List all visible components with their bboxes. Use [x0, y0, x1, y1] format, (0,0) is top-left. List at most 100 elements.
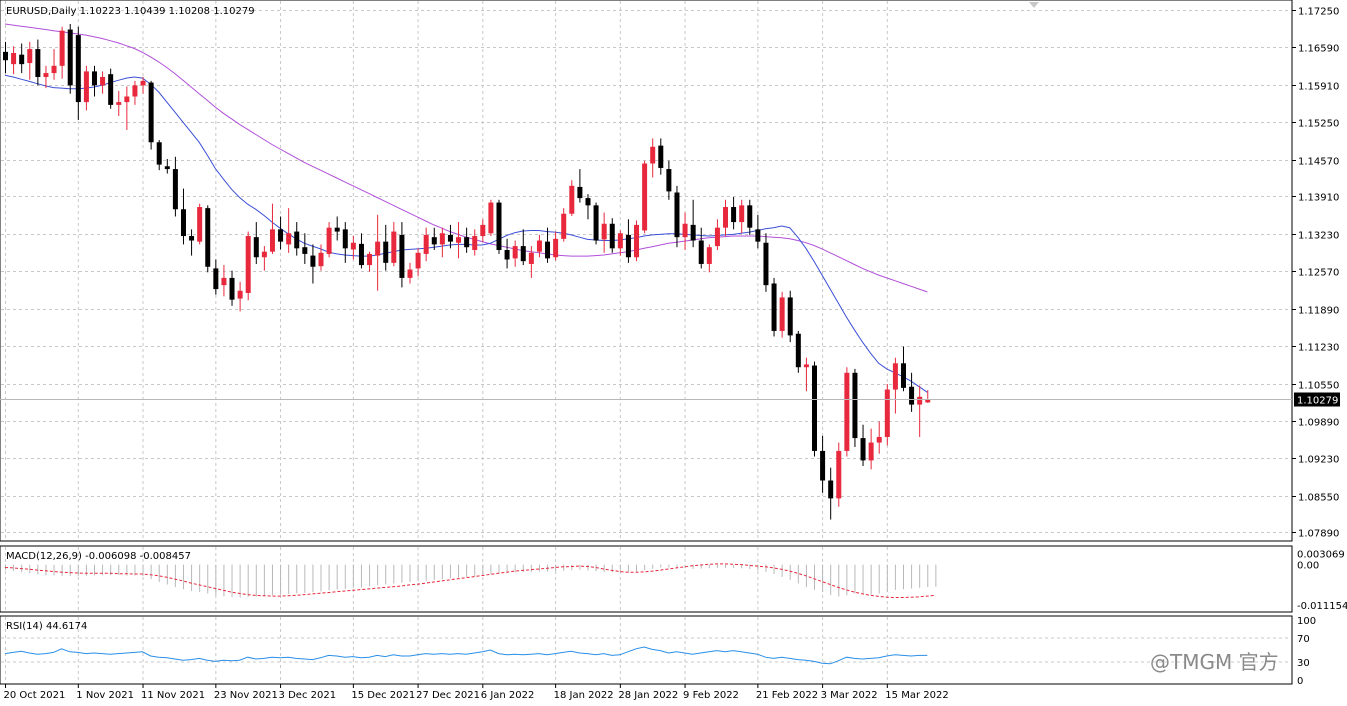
candle-body: [375, 241, 381, 256]
candle-body: [43, 73, 49, 77]
candle-body: [51, 65, 57, 74]
candle-body: [358, 243, 364, 266]
candle-body: [456, 237, 462, 243]
candle-body: [617, 233, 623, 249]
candle-body: [755, 229, 761, 242]
candle-body: [836, 450, 842, 499]
candle-body: [35, 49, 41, 77]
shift-marker-icon[interactable]: [1029, 2, 1039, 8]
x-tick-label: 20 Oct 2021: [4, 690, 66, 701]
candle-body: [545, 241, 551, 259]
candle-body: [561, 213, 567, 239]
candles: [3, 23, 931, 520]
candle-body: [278, 229, 284, 242]
candle-body: [795, 333, 801, 368]
candle-body: [3, 51, 8, 61]
watermark: @TMGM 官方: [1150, 650, 1279, 674]
price-tick-label: 1.12570: [1298, 268, 1339, 279]
x-tick-label: 11 Nov 2021: [141, 690, 205, 701]
price-tick-label: 1.14570: [1298, 157, 1339, 168]
x-tick-label: 6 Jan 2022: [481, 690, 535, 701]
price-tick-label: 1.16590: [1298, 44, 1339, 55]
candle-body: [124, 96, 130, 103]
price-tick-label: 1.09890: [1298, 418, 1339, 429]
candle-body: [698, 240, 704, 264]
x-tick-label: 18 Jan 2022: [554, 690, 614, 701]
x-tick-label: 3 Mar 2022: [821, 690, 878, 701]
candle-body: [342, 229, 348, 249]
candle-body: [172, 169, 178, 210]
candle-body: [67, 29, 73, 86]
candle-body: [593, 205, 599, 241]
candle-body: [642, 163, 648, 231]
candle-body: [91, 71, 97, 86]
macd-tick-label: 0.00: [1297, 561, 1319, 572]
candle-body: [189, 236, 195, 241]
candle-body: [812, 365, 817, 451]
candle-body: [666, 169, 672, 192]
chart-title: EURUSD,Daily 1.10223 1.10439 1.10208 1.1…: [6, 6, 255, 17]
candle-body: [536, 240, 542, 252]
candle-body: [383, 241, 389, 263]
candle-body: [19, 54, 25, 65]
candle-body: [237, 290, 243, 299]
candle-body: [221, 277, 227, 286]
candle-body: [884, 389, 890, 437]
candle-body: [569, 185, 575, 214]
candle-body: [116, 102, 122, 105]
candle-body: [350, 242, 356, 250]
candle-body: [334, 227, 340, 232]
candle-body: [180, 209, 186, 237]
candle-body: [407, 269, 413, 278]
candle-body: [286, 233, 292, 245]
price-tick-label: 1.08550: [1298, 493, 1339, 504]
candle-body: [844, 372, 850, 451]
candle-body: [261, 251, 267, 258]
candle-body: [11, 52, 17, 65]
last-price-label: 1.10279: [1297, 396, 1338, 407]
price-tick-label: 1.09230: [1298, 455, 1339, 466]
candle-body: [480, 224, 486, 237]
candle-body: [423, 234, 429, 254]
candle-body: [431, 237, 437, 245]
candle-body: [714, 227, 720, 247]
candle-body: [723, 207, 729, 228]
candle-body: [496, 202, 502, 250]
candle-body: [601, 223, 607, 240]
x-tick-label: 1 Nov 2021: [76, 690, 134, 701]
candle-body: [447, 234, 453, 242]
candle-body: [585, 198, 591, 206]
rsi-tick-label: 70: [1297, 634, 1310, 645]
x-tick-label: 9 Feb 2022: [683, 690, 739, 701]
candle-body: [367, 253, 373, 266]
rsi-panel[interactable]: [0, 615, 1293, 685]
candle-body: [504, 250, 510, 260]
candle-body: [269, 229, 275, 252]
candle-body: [294, 231, 300, 249]
candle-body: [302, 247, 308, 254]
candle-body: [439, 233, 445, 245]
candle-body: [706, 247, 712, 264]
candle-body: [763, 242, 769, 286]
candle-body: [520, 246, 526, 262]
candle-body: [634, 224, 640, 258]
x-tick-label: 3 Dec 2021: [279, 690, 337, 701]
candle-body: [650, 146, 656, 164]
candle-body: [828, 480, 834, 499]
candle-body: [164, 166, 170, 170]
price-tick-label: 1.07890: [1298, 529, 1339, 540]
candle-body: [512, 246, 518, 259]
candle-body: [900, 363, 906, 388]
candle-body: [415, 252, 421, 269]
candle-body: [148, 82, 154, 143]
candle-body: [852, 372, 858, 439]
candle-body: [197, 207, 203, 242]
candle-body: [658, 145, 664, 168]
price-tick-label: 1.10550: [1298, 381, 1339, 392]
rsi-indicator: [4, 646, 928, 665]
macd-panel[interactable]: [0, 545, 1293, 613]
candle-body: [892, 363, 898, 390]
candle-body: [747, 205, 753, 228]
price-panel[interactable]: [0, 0, 1293, 542]
